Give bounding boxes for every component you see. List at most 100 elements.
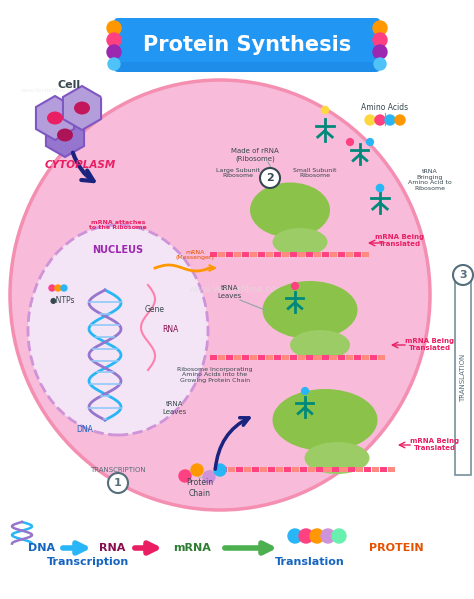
Bar <box>234 355 241 360</box>
Text: www.VectorMine.com: www.VectorMine.com <box>189 286 285 295</box>
Circle shape <box>373 21 387 35</box>
Text: Protein
Chain: Protein Chain <box>186 478 214 498</box>
Text: Gene: Gene <box>145 305 165 314</box>
Circle shape <box>332 529 346 543</box>
Bar <box>356 467 363 472</box>
Bar <box>306 355 313 360</box>
Bar <box>266 355 273 360</box>
Circle shape <box>375 115 385 125</box>
Bar <box>330 355 337 360</box>
Bar <box>330 252 337 257</box>
Bar <box>258 355 265 360</box>
Bar <box>276 467 283 472</box>
Ellipse shape <box>273 228 328 256</box>
Circle shape <box>366 138 374 146</box>
Bar <box>242 355 249 360</box>
Bar <box>324 467 331 472</box>
Circle shape <box>395 115 405 125</box>
Circle shape <box>49 285 55 291</box>
Text: 2: 2 <box>266 173 274 183</box>
Bar <box>210 252 217 257</box>
Bar <box>250 355 257 360</box>
Ellipse shape <box>10 80 430 510</box>
Circle shape <box>385 115 395 125</box>
Text: tRNA
Leaves: tRNA Leaves <box>163 401 187 415</box>
Circle shape <box>260 168 280 188</box>
Bar <box>322 355 329 360</box>
Circle shape <box>108 473 128 493</box>
Bar <box>282 252 289 257</box>
Ellipse shape <box>47 111 63 125</box>
Bar <box>380 467 387 472</box>
Bar <box>234 252 241 257</box>
Bar <box>228 467 235 472</box>
Text: Translation: Translation <box>275 557 345 567</box>
Circle shape <box>108 58 120 70</box>
Bar <box>226 252 233 257</box>
Bar <box>250 252 257 257</box>
Ellipse shape <box>28 225 208 435</box>
Text: 3: 3 <box>459 270 467 280</box>
Circle shape <box>321 529 335 543</box>
Text: mRNA: mRNA <box>173 543 211 553</box>
Text: DNA: DNA <box>77 425 93 434</box>
Text: DNA: DNA <box>28 543 55 553</box>
Bar <box>370 355 377 360</box>
Bar <box>218 252 225 257</box>
Bar <box>220 467 227 472</box>
Bar <box>314 252 321 257</box>
Bar <box>260 467 267 472</box>
Circle shape <box>107 45 121 59</box>
Bar <box>244 467 251 472</box>
Text: ●NTPs: ●NTPs <box>49 295 75 304</box>
Circle shape <box>203 471 215 483</box>
Bar <box>354 252 361 257</box>
Text: www.VectorMine.com: www.VectorMine.com <box>20 87 80 92</box>
Text: mRNA Being
Translated: mRNA Being Translated <box>375 234 425 247</box>
Polygon shape <box>63 86 101 130</box>
Circle shape <box>365 115 375 125</box>
Circle shape <box>453 265 473 285</box>
Circle shape <box>301 388 309 394</box>
Circle shape <box>191 464 203 476</box>
Bar <box>388 467 395 472</box>
Bar <box>258 252 265 257</box>
Circle shape <box>346 138 354 146</box>
Ellipse shape <box>304 442 370 474</box>
Text: RNA: RNA <box>99 543 125 553</box>
Bar <box>300 467 307 472</box>
Bar <box>308 467 315 472</box>
Ellipse shape <box>263 281 357 339</box>
Bar <box>348 467 355 472</box>
Bar <box>364 467 371 472</box>
Bar <box>362 252 369 257</box>
Text: TRANSLATION: TRANSLATION <box>460 354 466 402</box>
Bar <box>340 467 347 472</box>
Ellipse shape <box>290 330 350 360</box>
Bar <box>316 467 323 472</box>
Circle shape <box>214 464 226 476</box>
Text: tRNA
Leaves: tRNA Leaves <box>218 286 242 298</box>
Circle shape <box>288 529 302 543</box>
Bar <box>252 467 259 472</box>
Ellipse shape <box>74 101 90 114</box>
Circle shape <box>374 58 386 70</box>
Text: Small Subunit
Ribosome: Small Subunit Ribosome <box>293 168 337 179</box>
Polygon shape <box>46 113 84 157</box>
Text: CYTOPLASM: CYTOPLASM <box>45 160 116 170</box>
Bar <box>338 355 345 360</box>
Bar <box>372 467 379 472</box>
Circle shape <box>299 529 313 543</box>
Bar <box>268 467 275 472</box>
Text: TRANSCRIPTION: TRANSCRIPTION <box>90 467 146 473</box>
Circle shape <box>373 33 387 47</box>
Text: Transcription: Transcription <box>47 557 129 567</box>
Text: mRNA attaches
to the Ribosome: mRNA attaches to the Ribosome <box>89 220 147 231</box>
Ellipse shape <box>250 183 330 237</box>
Bar <box>266 252 273 257</box>
Text: mRNA
(Messenger): mRNA (Messenger) <box>175 250 214 261</box>
Polygon shape <box>36 96 74 140</box>
Text: Protein Synthesis: Protein Synthesis <box>143 35 351 55</box>
Circle shape <box>107 21 121 35</box>
Bar <box>282 355 289 360</box>
